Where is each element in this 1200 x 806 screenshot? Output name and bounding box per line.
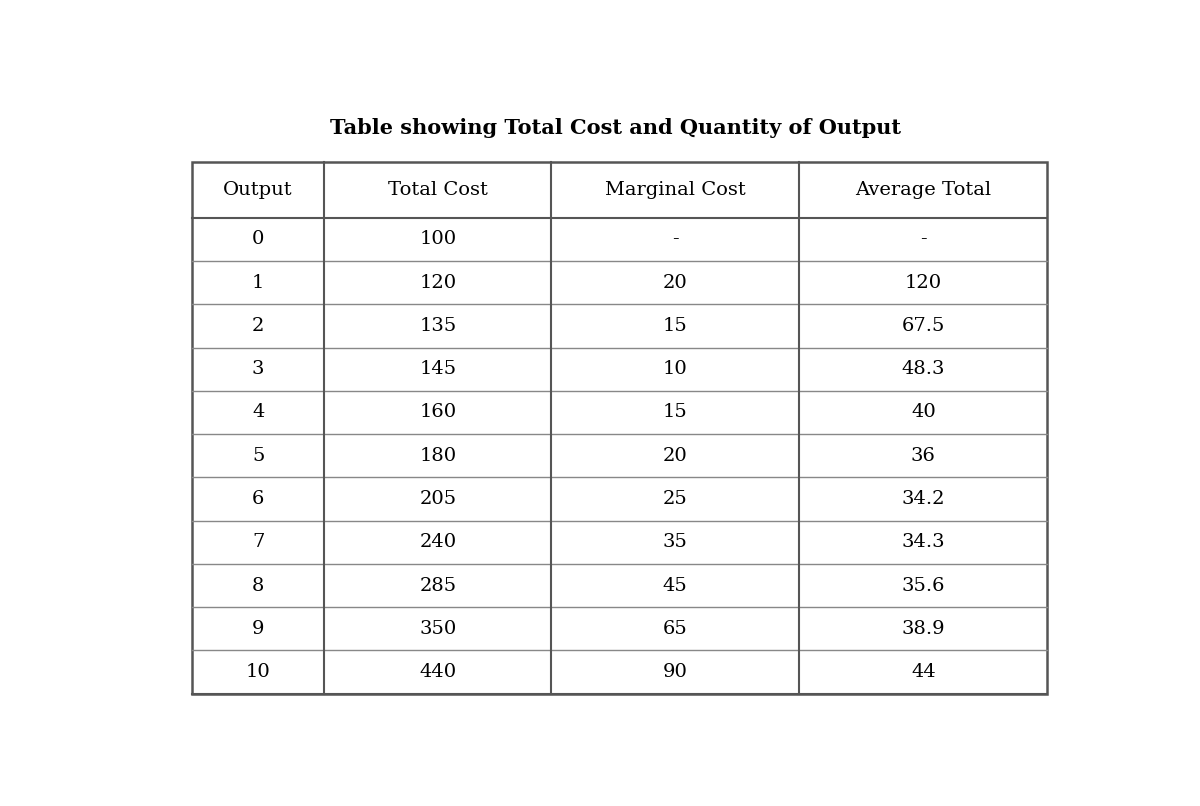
- Text: Table showing Total Cost and Quantity of Output: Table showing Total Cost and Quantity of…: [330, 118, 900, 139]
- Text: 440: 440: [419, 663, 456, 681]
- Text: 25: 25: [662, 490, 688, 508]
- Text: 160: 160: [419, 404, 456, 422]
- Text: 44: 44: [911, 663, 936, 681]
- Text: Average Total: Average Total: [856, 181, 991, 199]
- Text: 350: 350: [419, 620, 456, 638]
- Text: 10: 10: [662, 360, 688, 378]
- Text: 40: 40: [911, 404, 936, 422]
- Text: 65: 65: [662, 620, 688, 638]
- Text: 38.9: 38.9: [901, 620, 946, 638]
- Text: 20: 20: [662, 274, 688, 292]
- Text: 48.3: 48.3: [901, 360, 946, 378]
- Text: 8: 8: [252, 576, 264, 595]
- Text: 285: 285: [419, 576, 456, 595]
- Text: 36: 36: [911, 447, 936, 465]
- Text: 90: 90: [662, 663, 688, 681]
- Text: 100: 100: [419, 231, 456, 248]
- Text: -: -: [672, 231, 678, 248]
- Text: 35.6: 35.6: [901, 576, 946, 595]
- Text: 120: 120: [905, 274, 942, 292]
- Text: 45: 45: [662, 576, 688, 595]
- Text: 9: 9: [252, 620, 264, 638]
- Text: Output: Output: [223, 181, 293, 199]
- Text: 0: 0: [252, 231, 264, 248]
- Text: 5: 5: [252, 447, 264, 465]
- Text: 120: 120: [419, 274, 456, 292]
- Text: 34.2: 34.2: [901, 490, 946, 508]
- Text: 7: 7: [252, 534, 264, 551]
- Text: 20: 20: [662, 447, 688, 465]
- Text: Marginal Cost: Marginal Cost: [605, 181, 745, 199]
- Text: 10: 10: [246, 663, 270, 681]
- Text: 6: 6: [252, 490, 264, 508]
- Text: 2: 2: [252, 317, 264, 335]
- Text: Total Cost: Total Cost: [388, 181, 487, 199]
- Text: 15: 15: [662, 404, 688, 422]
- Text: 180: 180: [419, 447, 456, 465]
- Text: 34.3: 34.3: [901, 534, 946, 551]
- Text: 35: 35: [662, 534, 688, 551]
- Text: 240: 240: [419, 534, 456, 551]
- Text: 1: 1: [252, 274, 264, 292]
- Text: 3: 3: [252, 360, 264, 378]
- Text: 205: 205: [419, 490, 456, 508]
- Text: -: -: [920, 231, 926, 248]
- Text: 67.5: 67.5: [901, 317, 946, 335]
- Text: 135: 135: [419, 317, 456, 335]
- Text: 15: 15: [662, 317, 688, 335]
- Text: 4: 4: [252, 404, 264, 422]
- Text: 145: 145: [419, 360, 456, 378]
